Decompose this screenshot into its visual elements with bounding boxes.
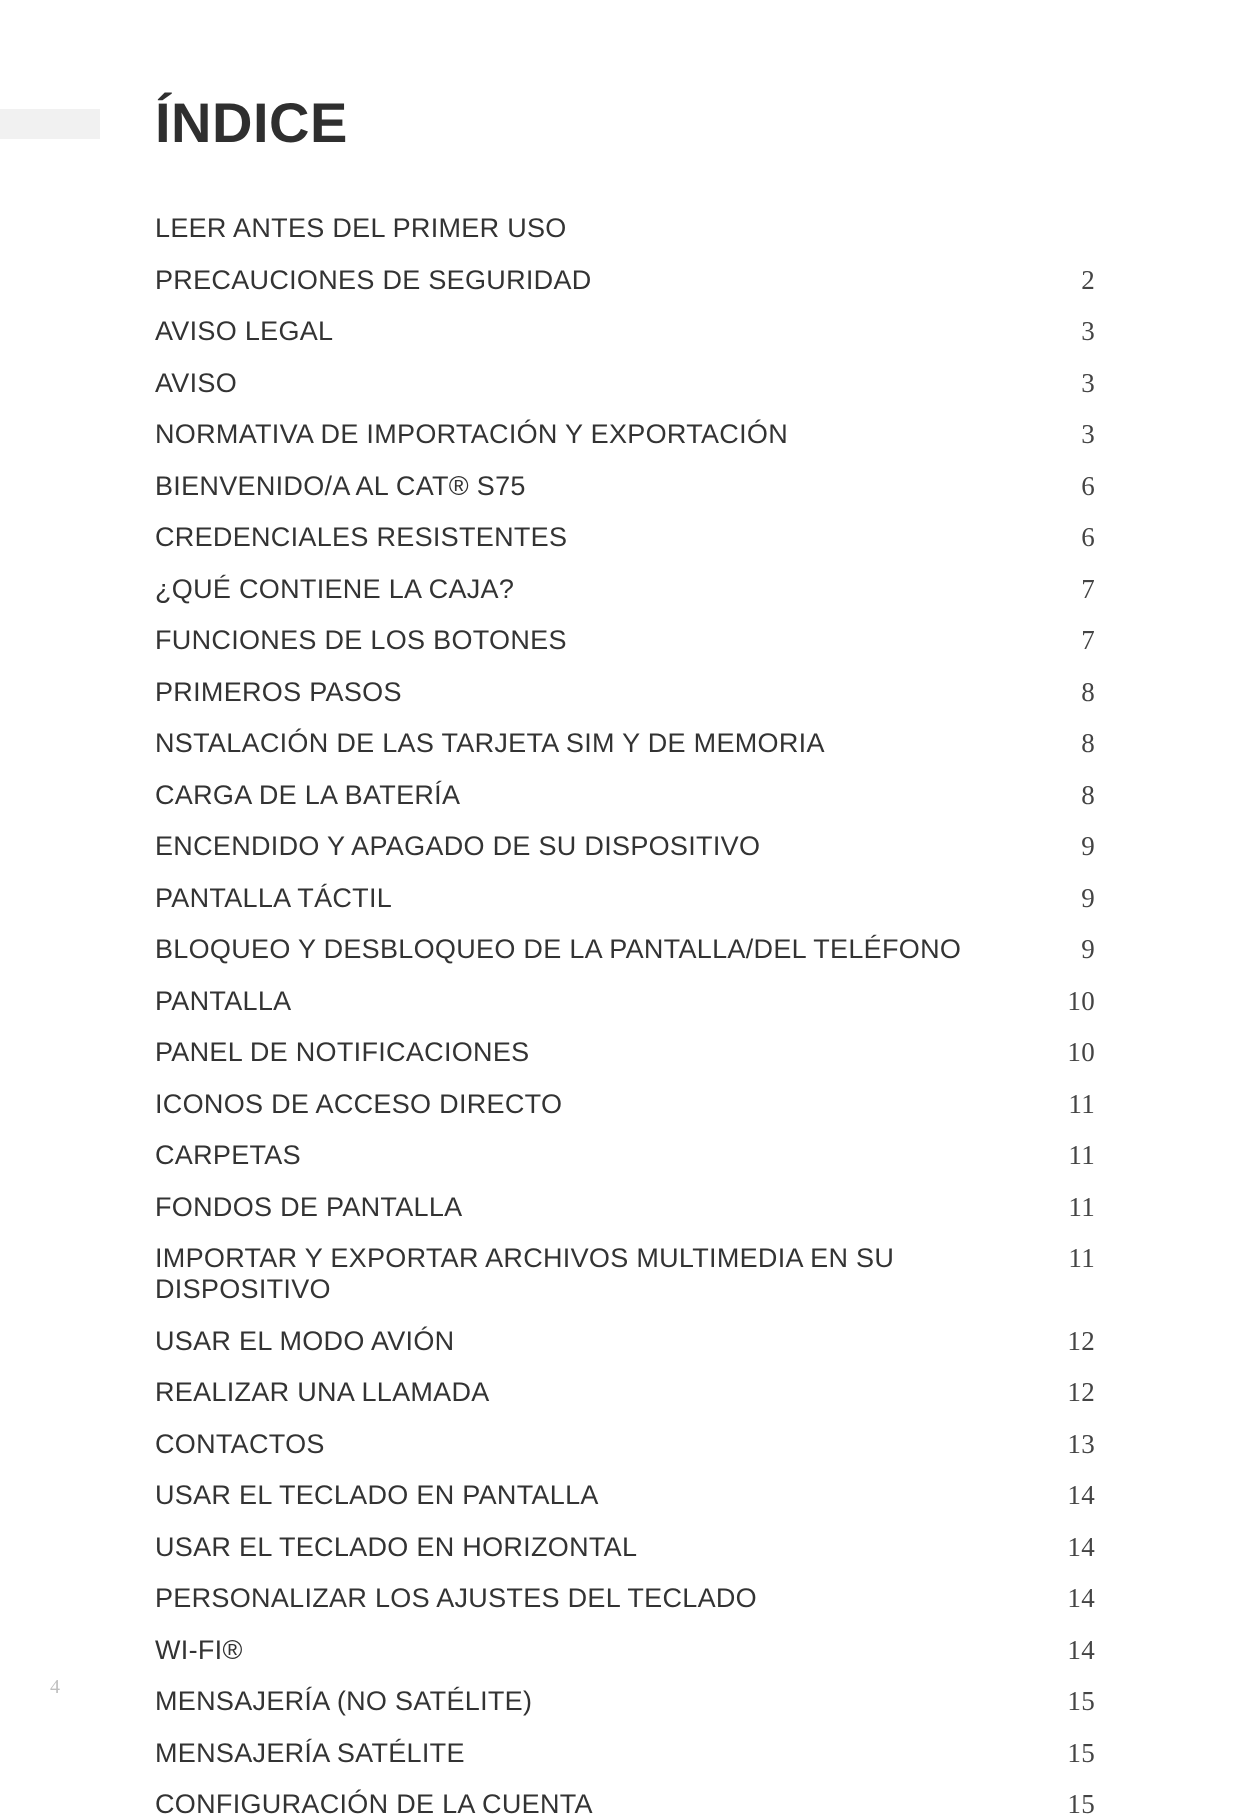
accent-bar [0,109,100,139]
toc-entry-page: 6 [1055,522,1095,553]
toc-entry-page: 12 [1055,1326,1095,1357]
toc-entry-page: 10 [1055,986,1095,1017]
toc-row[interactable]: PANTALLA10 [155,986,1095,1017]
toc-entry-page: 15 [1055,1789,1095,1820]
toc-entry-page: 7 [1055,625,1095,656]
toc-entry-label: WI-FI® [155,1635,1055,1666]
toc-entry-label: PANTALLA [155,986,1055,1017]
toc-row[interactable]: BLOQUEO Y DESBLOQUEO DE LA PANTALLA/DEL … [155,934,1095,965]
footer-page-number: 4 [50,1676,60,1699]
toc-row[interactable]: CARPETAS11 [155,1140,1095,1171]
toc-row[interactable]: MENSAJERÍA SATÉLITE15 [155,1738,1095,1769]
toc-row[interactable]: LEER ANTES DEL PRIMER USO [155,213,1095,244]
toc-row[interactable]: PRECAUCIONES DE SEGURIDAD2 [155,265,1095,296]
toc-entry-page: 9 [1055,883,1095,914]
toc-entry-label: NORMATIVA DE IMPORTACIÓN Y EXPORTACIÓN [155,419,1055,450]
toc-entry-page: 8 [1055,780,1095,811]
toc-entry-page: 15 [1055,1686,1095,1717]
toc-entry-page: 8 [1055,677,1095,708]
toc-entry-page: 14 [1055,1532,1095,1563]
toc-entry-page: 10 [1055,1037,1095,1068]
toc-row[interactable]: IMPORTAR Y EXPORTAR ARCHIVOS MULTIMEDIA … [155,1243,1095,1305]
toc-entry-page: 11 [1055,1089,1095,1120]
toc-entry-page: 12 [1055,1377,1095,1408]
toc-row[interactable]: CARGA DE LA BATERÍA8 [155,780,1095,811]
toc-row[interactable]: WI-FI®14 [155,1635,1095,1666]
toc-entry-label: CARGA DE LA BATERÍA [155,780,1055,811]
toc-entry-label: BLOQUEO Y DESBLOQUEO DE LA PANTALLA/DEL … [155,934,1055,965]
toc-row[interactable]: AVISO3 [155,368,1095,399]
toc-row[interactable]: USAR EL TECLADO EN HORIZONTAL14 [155,1532,1095,1563]
toc-entry-page: 3 [1055,419,1095,450]
toc-entry-label: IMPORTAR Y EXPORTAR ARCHIVOS MULTIMEDIA … [155,1243,1055,1305]
toc-row[interactable]: FONDOS DE PANTALLA11 [155,1192,1095,1223]
toc-entry-page: 8 [1055,728,1095,759]
toc-row[interactable]: CONFIGURACIÓN DE LA CUENTA15 [155,1789,1095,1820]
toc-entry-label: PANTALLA TÁCTIL [155,883,1055,914]
toc-entry-page: 14 [1055,1480,1095,1511]
toc-entry-label: ¿QUÉ CONTIENE LA CAJA? [155,574,1055,605]
toc-entry-label: REALIZAR UNA LLAMADA [155,1377,1055,1408]
toc-row[interactable]: CREDENCIALES RESISTENTES6 [155,522,1095,553]
toc-entry-page: 3 [1055,368,1095,399]
content-area: ÍNDICE LEER ANTES DEL PRIMER USO PRECAUCI… [155,90,1095,1820]
toc-entry-label: CONFIGURACIÓN DE LA CUENTA [155,1789,1055,1820]
toc-row[interactable]: REALIZAR UNA LLAMADA12 [155,1377,1095,1408]
toc-entry-label: USAR EL TECLADO EN PANTALLA [155,1480,1055,1511]
toc-entry-label: AVISO LEGAL [155,316,1055,347]
toc-row[interactable]: AVISO LEGAL3 [155,316,1095,347]
toc-entry-page: 6 [1055,471,1095,502]
toc-entry-page: 3 [1055,316,1095,347]
toc-row[interactable]: CONTACTOS13 [155,1429,1095,1460]
toc-row[interactable]: PRIMEROS PASOS8 [155,677,1095,708]
toc-entry-label: LEER ANTES DEL PRIMER USO [155,213,1055,244]
toc-entry-page: 9 [1055,934,1095,965]
toc-entry-label: MENSAJERÍA (NO SATÉLITE) [155,1686,1055,1717]
toc-entry-label: FUNCIONES DE LOS BOTONES [155,625,1055,656]
toc-entry-label: USAR EL MODO AVIÓN [155,1326,1055,1357]
toc-entry-label: USAR EL TECLADO EN HORIZONTAL [155,1532,1055,1563]
toc-entry-label: PRECAUCIONES DE SEGURIDAD [155,265,1055,296]
toc-entry-label: ICONOS DE ACCESO DIRECTO [155,1089,1055,1120]
toc-entry-label: AVISO [155,368,1055,399]
toc-row[interactable]: NORMATIVA DE IMPORTACIÓN Y EXPORTACIÓN3 [155,419,1095,450]
page-title: ÍNDICE [155,90,1095,155]
toc-entry-label: MENSAJERÍA SATÉLITE [155,1738,1055,1769]
toc-entry-label: FONDOS DE PANTALLA [155,1192,1055,1223]
toc-entry-label: CARPETAS [155,1140,1055,1171]
toc-entry-page: 13 [1055,1429,1095,1460]
table-of-contents: LEER ANTES DEL PRIMER USO PRECAUCIONES DE… [155,213,1095,1820]
toc-row[interactable]: ENCENDIDO Y APAGADO DE SU DISPOSITIVO9 [155,831,1095,862]
toc-row[interactable]: USAR EL MODO AVIÓN12 [155,1326,1095,1357]
toc-entry-page: 11 [1055,1140,1095,1171]
toc-row[interactable]: NSTALACIÓN DE LAS TARJETA SIM Y DE MEMOR… [155,728,1095,759]
toc-entry-page: 15 [1055,1738,1095,1769]
toc-entry-label: CREDENCIALES RESISTENTES [155,522,1055,553]
toc-entry-label: PERSONALIZAR LOS AJUSTES DEL TECLADO [155,1583,1055,1614]
toc-row[interactable]: ¿QUÉ CONTIENE LA CAJA?7 [155,574,1095,605]
toc-row[interactable]: FUNCIONES DE LOS BOTONES7 [155,625,1095,656]
toc-entry-page: 7 [1055,574,1095,605]
toc-entry-label: NSTALACIÓN DE LAS TARJETA SIM Y DE MEMOR… [155,728,1055,759]
toc-entry-label: CONTACTOS [155,1429,1055,1460]
toc-entry-label: BIENVENIDO/A AL CAT® S75 [155,471,1055,502]
toc-row[interactable]: BIENVENIDO/A AL CAT® S756 [155,471,1095,502]
toc-row[interactable]: PANTALLA TÁCTIL9 [155,883,1095,914]
toc-row[interactable]: PERSONALIZAR LOS AJUSTES DEL TECLADO14 [155,1583,1095,1614]
toc-row[interactable]: MENSAJERÍA (NO SATÉLITE)15 [155,1686,1095,1717]
toc-row[interactable]: ICONOS DE ACCESO DIRECTO11 [155,1089,1095,1120]
toc-entry-page: 14 [1055,1635,1095,1666]
toc-entry-page: 9 [1055,831,1095,862]
toc-entry-label: PRIMEROS PASOS [155,677,1055,708]
toc-entry-page: 11 [1055,1192,1095,1223]
toc-row[interactable]: PANEL DE NOTIFICACIONES10 [155,1037,1095,1068]
toc-entry-label: ENCENDIDO Y APAGADO DE SU DISPOSITIVO [155,831,1055,862]
toc-entry-label: PANEL DE NOTIFICACIONES [155,1037,1055,1068]
toc-entry-page: 11 [1055,1243,1095,1274]
toc-row[interactable]: USAR EL TECLADO EN PANTALLA14 [155,1480,1095,1511]
toc-entry-page: 2 [1055,265,1095,296]
toc-entry-page: 14 [1055,1583,1095,1614]
